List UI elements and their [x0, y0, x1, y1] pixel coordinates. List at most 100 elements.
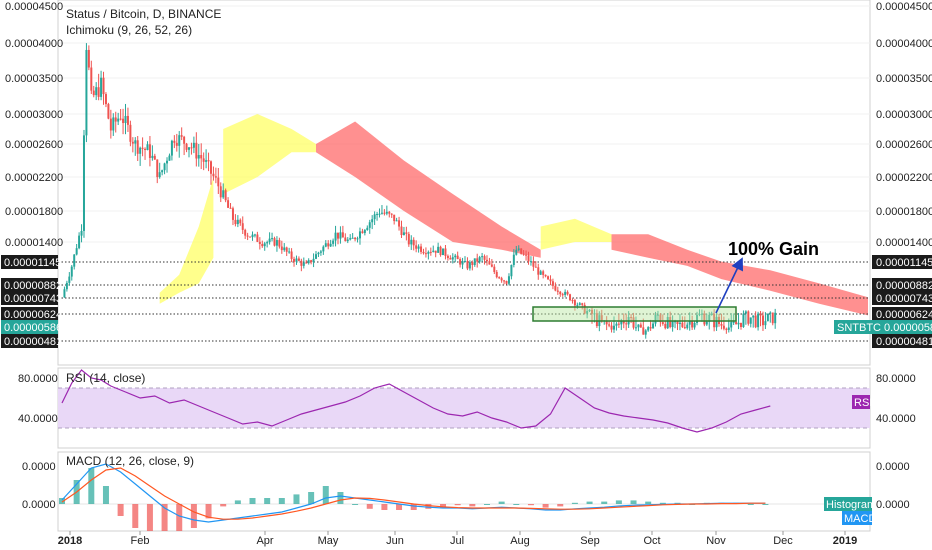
candle-body — [583, 304, 586, 314]
candle-body — [371, 219, 374, 223]
x-tick-label: Feb — [131, 535, 150, 547]
y-tick-left: 0.00003000 — [5, 109, 63, 121]
candle-body — [241, 223, 244, 230]
candle-body — [85, 49, 88, 136]
candle-body — [476, 258, 479, 262]
macd-histogram-bar — [615, 500, 622, 504]
candle-body — [747, 311, 750, 324]
candle-body — [87, 49, 90, 68]
candle-body — [595, 313, 598, 327]
rsi-pane[interactable] — [57, 367, 871, 449]
macd-histogram-bar — [674, 502, 681, 504]
candle-body — [466, 260, 469, 269]
macd-histogram-bar — [571, 502, 578, 504]
y-tick-right: 0.00003000 — [876, 109, 932, 121]
candle-body — [754, 315, 757, 328]
candle-body — [503, 280, 506, 282]
candle-body — [505, 280, 508, 284]
candle-body — [266, 242, 269, 244]
candle-body — [429, 251, 432, 253]
price-tag-right-text: 0.00000624 — [876, 309, 932, 321]
candle-body — [542, 271, 545, 275]
candle-body — [207, 160, 210, 162]
price-tag-right — [872, 307, 932, 321]
candle-body — [600, 315, 603, 321]
candle-body — [471, 262, 474, 266]
candle-body — [236, 219, 239, 225]
macd-histogram-bar — [278, 498, 285, 504]
main-pane[interactable]: 100% Gain — [57, 0, 871, 366]
price-tag-left-text: 0.00000882 — [4, 280, 62, 292]
candle-body — [437, 246, 440, 253]
candle-body — [129, 124, 132, 142]
candle-body — [253, 234, 256, 236]
macd-histogram-bar — [762, 504, 769, 505]
candle-body — [632, 317, 635, 328]
candle-body — [720, 324, 723, 326]
candle-body — [683, 326, 686, 329]
candle-body — [744, 311, 747, 314]
candle-body — [285, 247, 288, 252]
candle-body — [400, 226, 403, 236]
price-tag-right — [872, 334, 932, 348]
candle-body — [644, 330, 647, 335]
x-tick-label: Aug — [510, 535, 530, 547]
macd-histogram-bar — [249, 498, 256, 504]
macd-histogram-bar — [381, 504, 388, 510]
candle-body — [529, 261, 532, 263]
candle-body — [649, 327, 652, 329]
macd-histogram-bar — [557, 504, 564, 507]
candle-body — [178, 135, 181, 146]
candle-body — [676, 321, 679, 324]
candle-body — [708, 314, 711, 322]
ichimoku-cloud — [611, 234, 868, 316]
candle-body — [586, 311, 589, 314]
y-tick-right: 0.00002600 — [876, 139, 932, 151]
candle-body — [95, 87, 98, 96]
candle-body — [361, 231, 364, 234]
macd-pane[interactable] — [57, 451, 871, 540]
candle-body — [422, 251, 425, 254]
macd-histogram-bar — [659, 502, 666, 504]
macd-histogram-bar — [645, 501, 652, 504]
macd-histogram-bar — [513, 504, 520, 505]
candle-body — [73, 254, 76, 267]
macd-tick-left: 0.0000 — [22, 461, 56, 473]
macd-histogram-bar — [293, 494, 300, 504]
price-tag-left-text: 0.00001145 — [4, 257, 61, 269]
candle-body — [432, 250, 435, 252]
candle-body — [500, 278, 503, 281]
macd-histogram-bar — [88, 468, 95, 504]
candle-body — [488, 261, 491, 265]
y-tick-left: 0.00001400 — [5, 237, 63, 249]
candle-body — [669, 317, 672, 328]
candle-body — [532, 261, 535, 267]
x-tick-label: Jun — [386, 535, 404, 547]
candle-body — [293, 258, 296, 262]
rsi-tick-right: 40.0000 — [876, 413, 916, 425]
candle-body — [581, 303, 584, 305]
rsi-badge — [852, 395, 870, 409]
price-tag-right-text: 0.00000481 — [876, 336, 932, 348]
y-tick-left: 0.00002200 — [5, 172, 63, 184]
candle-body — [620, 321, 623, 325]
candle-body — [444, 248, 447, 256]
candle-body — [478, 257, 481, 262]
candle-body — [703, 313, 706, 325]
candle-body — [417, 246, 420, 249]
candle-body — [388, 211, 391, 214]
candle-body — [322, 246, 325, 252]
candle-body — [249, 236, 252, 238]
ichimoku-cloud — [223, 114, 316, 194]
candle-body — [214, 176, 217, 178]
chart-title: Status / Bitcoin, D, BINANCE — [66, 7, 221, 21]
candle-body — [637, 324, 640, 328]
candle-body — [615, 323, 618, 326]
candle-body — [454, 255, 457, 258]
candle-body — [346, 239, 349, 242]
candle-body — [608, 324, 611, 326]
x-tick-label: 2018 — [58, 535, 82, 547]
candle-body — [307, 260, 310, 264]
candle-body — [749, 317, 752, 324]
